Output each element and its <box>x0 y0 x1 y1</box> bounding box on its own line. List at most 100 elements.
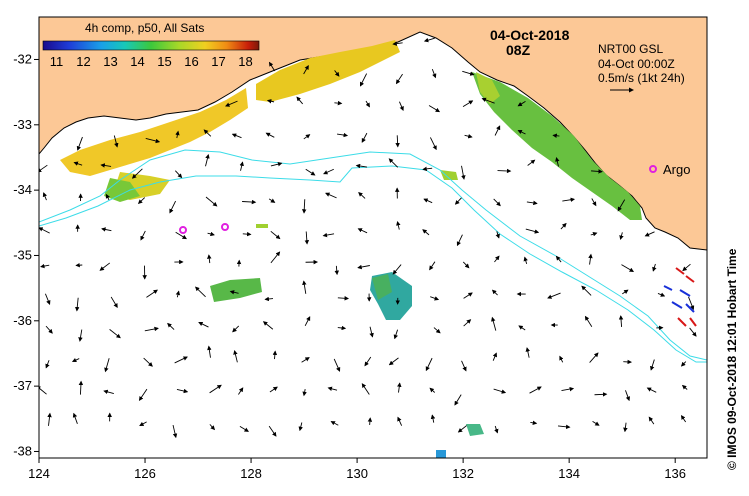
colorbar-tick-label: 15 <box>157 54 171 69</box>
date-label: 04-Oct-2018 <box>490 27 570 43</box>
current-arrow <box>619 232 624 240</box>
map-frame <box>38 16 708 459</box>
current-arrow <box>229 290 239 295</box>
colorbar-tick-label: 18 <box>238 54 252 69</box>
x-tick-label: 128 <box>240 466 262 481</box>
current-arrow <box>591 198 597 207</box>
argo-markers <box>179 165 657 234</box>
current-arrow <box>555 157 560 167</box>
current-arrow <box>232 325 240 333</box>
current-arrow <box>491 289 498 296</box>
current-arrow <box>303 64 309 75</box>
x-tick-label: 136 <box>664 466 686 481</box>
current-arrow <box>146 289 158 298</box>
current-arrow <box>269 386 278 393</box>
current-arrow <box>680 361 687 367</box>
current-arrow <box>78 329 83 342</box>
x-axis: 124 126 128 130 132 134 136 <box>28 458 686 481</box>
current-arrow <box>423 37 435 43</box>
current-arrow <box>104 358 110 373</box>
current-arrow <box>561 386 575 392</box>
current-arrow <box>301 357 310 363</box>
current-arrow <box>238 387 244 395</box>
current-arrow <box>618 315 624 327</box>
x-tick-label: 132 <box>452 466 474 481</box>
current-arrow <box>44 293 51 305</box>
current-arrow <box>493 198 501 207</box>
current-arrow <box>591 169 603 174</box>
bathymetry-contours <box>39 149 707 363</box>
current-arrow <box>364 356 372 367</box>
current-arrow <box>562 197 576 202</box>
current-arrow <box>231 133 242 139</box>
current-arrow <box>425 357 433 372</box>
current-arrow <box>492 352 497 361</box>
current-arrow <box>422 229 430 236</box>
current-arrow <box>392 41 403 46</box>
current-arrow <box>481 97 495 104</box>
current-arrow <box>101 227 112 232</box>
current-vectors <box>39 37 697 439</box>
current-arrow <box>174 356 188 364</box>
current-arrow <box>395 135 400 148</box>
current-arrow <box>207 231 215 237</box>
current-scale: 0.5m/s (1kt 24h) <box>598 71 685 85</box>
current-arrow <box>429 261 436 271</box>
current-arrow <box>334 265 340 276</box>
current-arrow <box>529 386 542 394</box>
current-arrow <box>172 424 178 439</box>
current-arrow <box>175 130 180 139</box>
current-arrow <box>644 231 655 237</box>
y-tick-label: -33 <box>13 117 32 132</box>
current-arrow <box>547 292 561 299</box>
current-arrow <box>225 100 238 107</box>
current-arrow <box>304 231 310 245</box>
current-arrow <box>45 325 53 334</box>
current-arrow <box>623 422 628 433</box>
current-arrow <box>270 230 281 240</box>
current-arrow <box>207 254 212 264</box>
composite-label: 4h comp, p50, All Sats <box>85 21 204 35</box>
land-australia <box>39 17 707 251</box>
current-arrow <box>169 200 176 214</box>
current-arrow <box>429 137 437 151</box>
current-arrow <box>357 228 368 234</box>
current-arrow <box>39 385 47 395</box>
current-arrow <box>72 412 78 424</box>
current-arrow <box>209 384 222 394</box>
coastal-vectors <box>663 267 697 327</box>
y-axis: -32 -33 -34 -35 -36 -37 -38 <box>13 51 39 458</box>
current-arrow <box>330 421 339 426</box>
current-arrow <box>462 100 474 107</box>
current-arrow <box>174 170 183 179</box>
current-arrow <box>559 355 564 363</box>
current-arrow <box>304 316 311 327</box>
current-arrow <box>463 319 472 327</box>
current-arrow <box>268 425 277 437</box>
current-arrow <box>650 359 655 371</box>
current-arrow <box>429 387 436 393</box>
current-arrow <box>560 222 567 230</box>
current-arrow <box>323 168 334 175</box>
current-arrow <box>336 132 349 138</box>
current-arrow <box>397 382 402 393</box>
current-arrow <box>494 255 500 263</box>
current-arrow <box>334 70 340 77</box>
current-arrow <box>239 161 244 171</box>
current-arrow <box>588 253 593 265</box>
current-arrow <box>175 231 187 240</box>
current-arrow <box>209 424 216 431</box>
current-arrow <box>648 416 655 425</box>
current-arrow <box>497 168 512 174</box>
current-arrow <box>491 316 497 331</box>
current-arrow <box>205 153 210 167</box>
current-arrow <box>145 138 161 144</box>
current-arrow <box>233 349 238 363</box>
current-arrow <box>621 264 635 272</box>
current-arrow <box>392 264 402 275</box>
current-arrow <box>203 129 212 137</box>
current-arrow <box>463 292 473 299</box>
colorbar <box>42 40 260 51</box>
argo-label: Argo <box>663 162 690 177</box>
